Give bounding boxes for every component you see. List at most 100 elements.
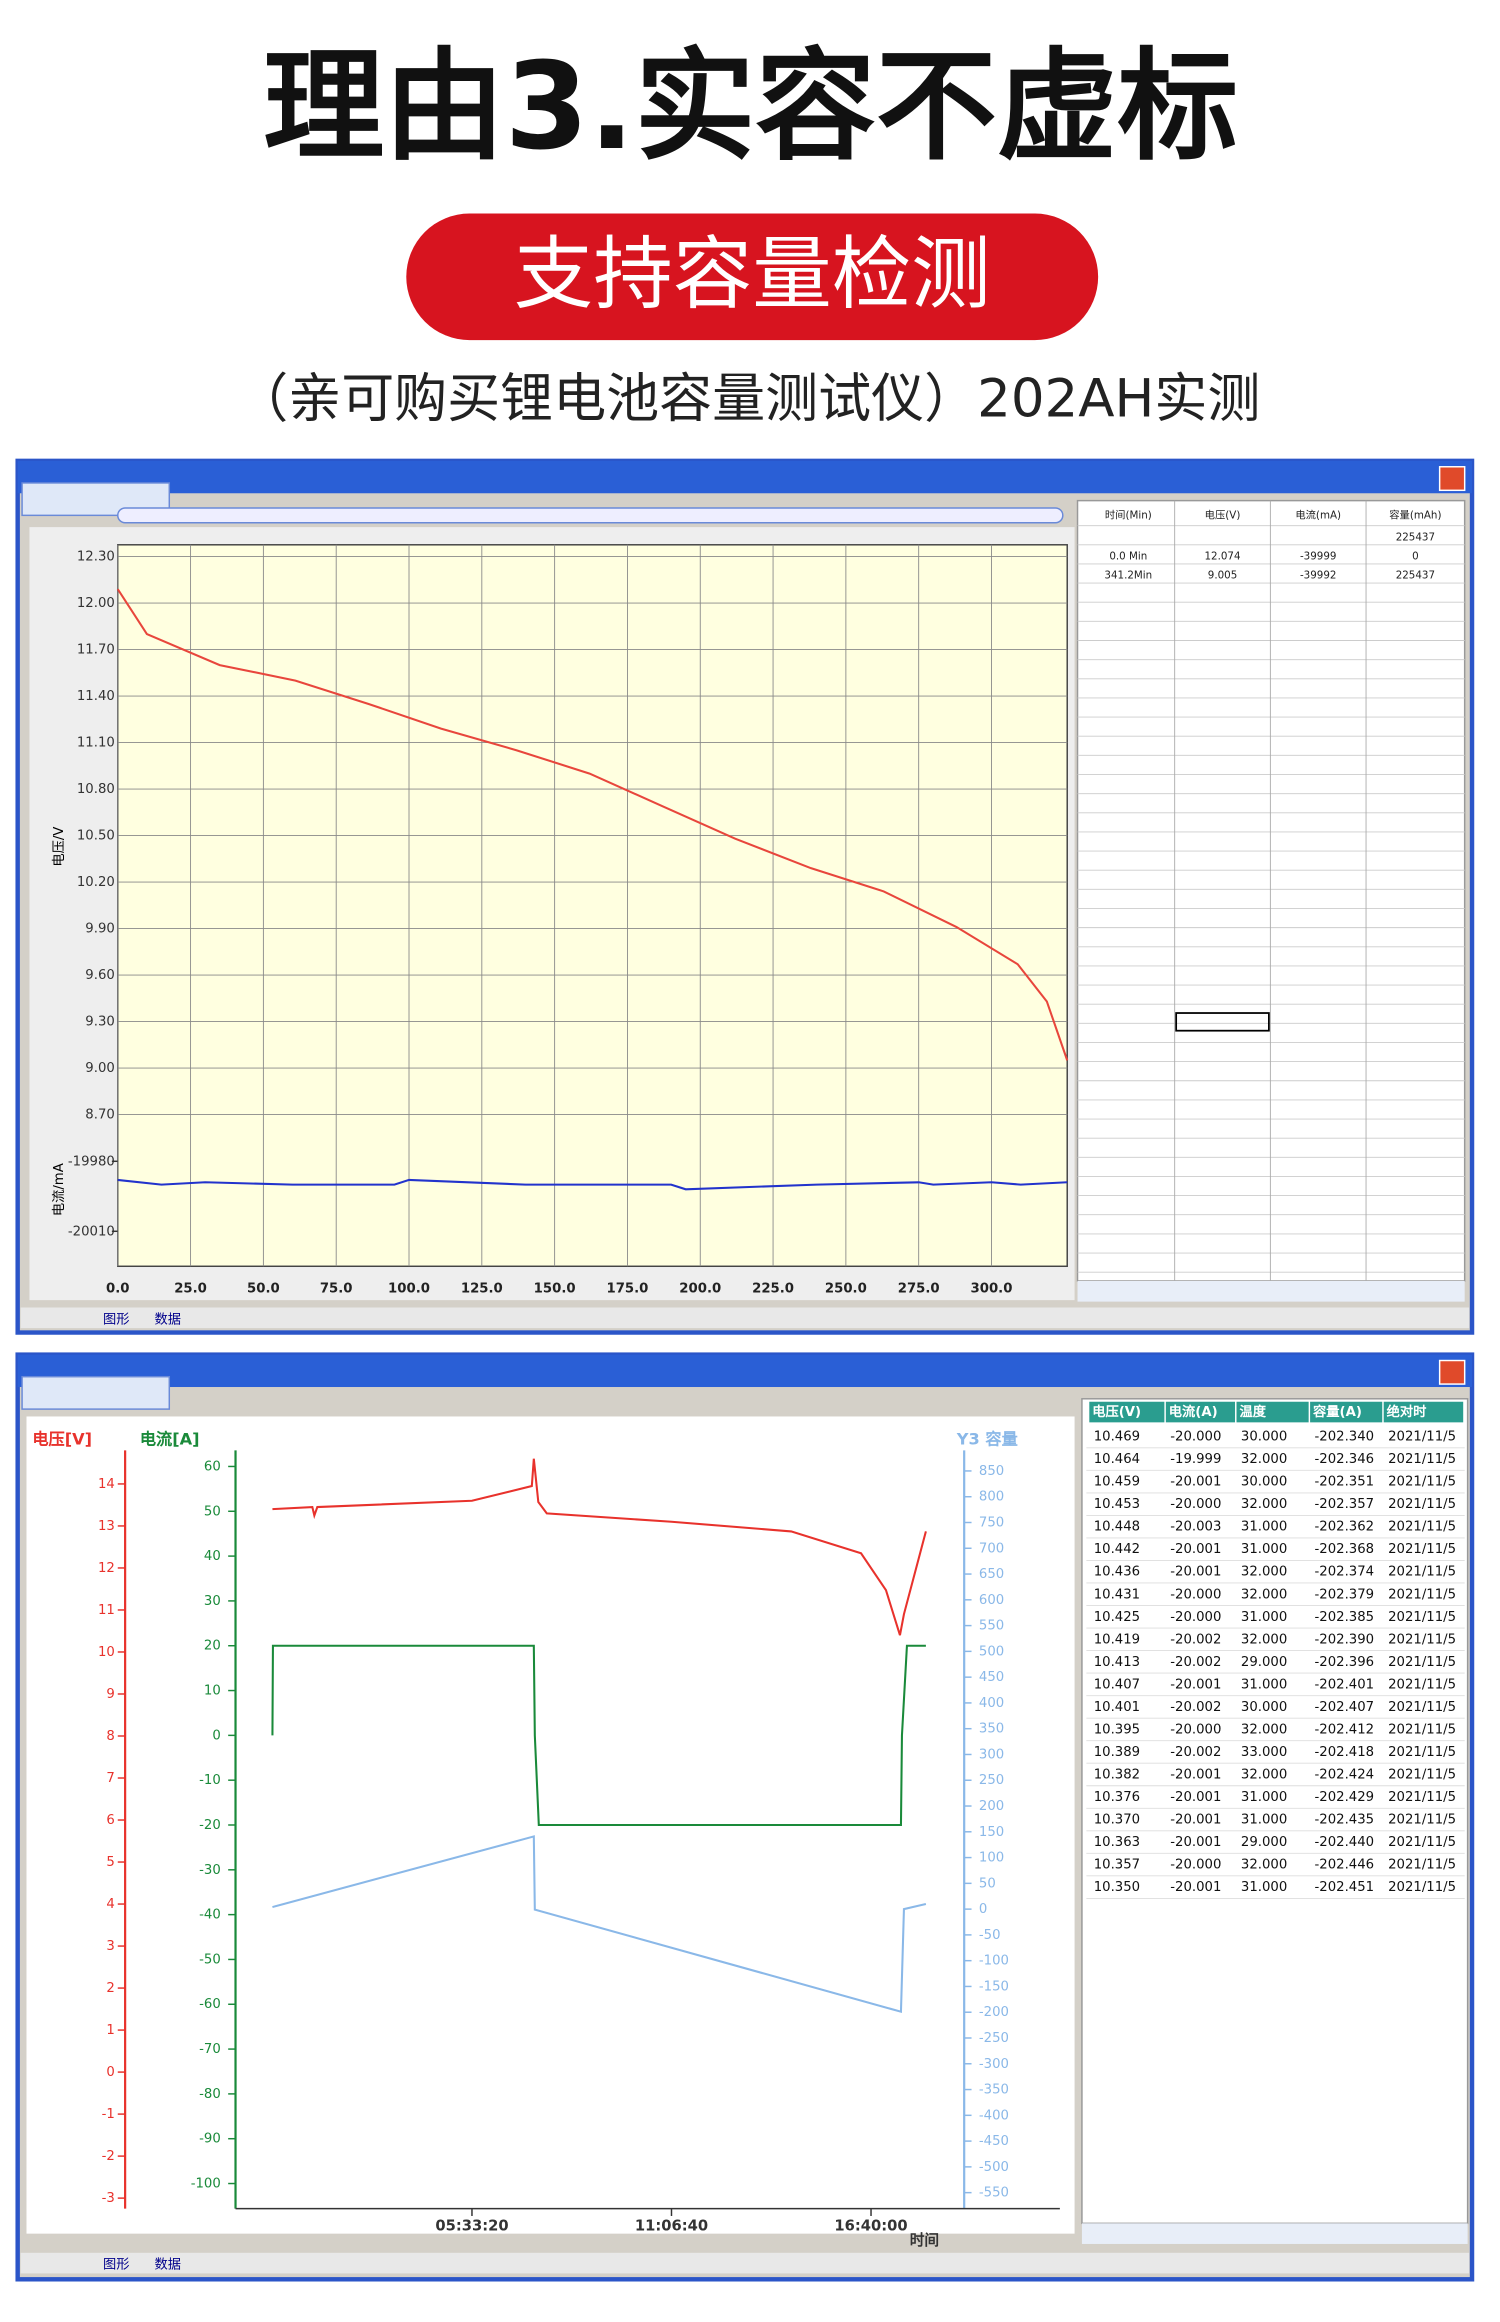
headline: 理由3.实容不虚标 <box>263 37 1238 177</box>
table-cell: -20.000 <box>1170 1497 1221 1512</box>
column-header: 电流(mA) <box>1295 508 1341 521</box>
y-tick-label: 650 <box>979 1567 1004 1582</box>
y-tick-label: 12.30 <box>77 550 115 565</box>
y-tick-label: 9.00 <box>85 1061 115 1076</box>
table-cell: -202.346 <box>1315 1452 1375 1467</box>
y-tick-label: 0 <box>106 2065 114 2080</box>
y-tick-label: 6 <box>106 1813 114 1828</box>
table-cell: 2021/11/5 <box>1388 1610 1456 1625</box>
table-cell: -20.003 <box>1170 1520 1221 1535</box>
h-scrollbar[interactable] <box>1077 1281 1465 1302</box>
x-tick-label: 16:40:00 <box>834 2217 907 2234</box>
y-tick-label: -150 <box>979 1979 1009 1994</box>
table-cell: -20.002 <box>1170 1632 1221 1647</box>
x-tick-label: 150.0 <box>534 1281 576 1296</box>
y-tick-label: 400 <box>979 1696 1004 1711</box>
toolbar[interactable] <box>21 1375 171 1410</box>
y-tick-label: 10.80 <box>77 782 115 797</box>
y-tick-label: 4 <box>106 1897 114 1912</box>
table-cell: 31.000 <box>1241 1880 1287 1895</box>
x-tick-label: 300.0 <box>971 1281 1013 1296</box>
table-cell: 2021/11/5 <box>1388 1677 1456 1692</box>
data-grid <box>1076 499 1466 1282</box>
table-cell: 9.005 <box>1208 570 1237 582</box>
table-cell: 10.357 <box>1094 1858 1140 1873</box>
data-line <box>272 1458 927 1636</box>
x-tick-label: 25.0 <box>174 1281 207 1296</box>
table-cell: 32.000 <box>1241 1565 1287 1580</box>
close-button[interactable] <box>1438 466 1466 492</box>
close-button[interactable] <box>1438 1359 1466 1385</box>
tab-strip <box>20 2252 1470 2274</box>
table-cell: 31.000 <box>1241 1813 1287 1828</box>
y-tick-label: -50 <box>199 1952 221 1967</box>
data-line <box>271 1644 926 1827</box>
tab[interactable]: 图形 <box>103 1311 130 1327</box>
y-tick-label: 60 <box>204 1459 221 1474</box>
table-cell: 10.376 <box>1094 1790 1140 1805</box>
table-cell: 10.363 <box>1094 1835 1140 1850</box>
y-tick-label: 40 <box>204 1549 221 1564</box>
h-scrollbar[interactable] <box>1081 2223 1468 2244</box>
tab[interactable]: 数据 <box>155 1311 182 1327</box>
table-cell: 2021/11/5 <box>1388 1700 1456 1715</box>
table-cell: 12.074 <box>1205 551 1241 563</box>
y-tick-label: -20010 <box>68 1224 115 1239</box>
y-tick-label: 450 <box>979 1670 1004 1685</box>
y-tick-label: 8.70 <box>85 1108 115 1123</box>
y-tick-label: 2 <box>106 1981 114 1996</box>
y-tick-label: -10 <box>199 1773 221 1788</box>
table-cell: -202.424 <box>1315 1767 1375 1782</box>
table-cell: 2021/11/5 <box>1388 1475 1456 1490</box>
table-cell: -20.001 <box>1170 1677 1221 1692</box>
y-tick-label: 750 <box>979 1515 1004 1530</box>
y-tick-label: -2 <box>102 2149 115 2164</box>
table-cell: 2021/11/5 <box>1388 1430 1456 1445</box>
tab[interactable]: 图形 <box>103 2257 130 2273</box>
table-cell: 225437 <box>1396 570 1435 582</box>
table-cell: -202.401 <box>1315 1677 1375 1692</box>
column-header: 容量(mAh) <box>1389 508 1441 521</box>
table-cell: 32.000 <box>1241 1587 1287 1602</box>
y-tick-label: -40 <box>199 1908 221 1923</box>
table-cell: 32.000 <box>1241 1767 1287 1782</box>
table-cell: 2021/11/5 <box>1388 1745 1456 1760</box>
y-tick-label: -500 <box>979 2160 1009 2175</box>
data-line <box>116 588 1069 1061</box>
table-cell: -202.446 <box>1315 1858 1375 1873</box>
x-tick-label: 200.0 <box>679 1281 721 1296</box>
table-cell: 30.000 <box>1241 1475 1287 1490</box>
column-header: 时间(Min) <box>1105 508 1152 521</box>
selected-cell <box>1175 1012 1270 1032</box>
table-cell: 30.000 <box>1241 1700 1287 1715</box>
y-tick-label: 7 <box>106 1771 114 1786</box>
y-tick-label: -70 <box>199 2042 221 2057</box>
table-cell: 29.000 <box>1241 1835 1287 1850</box>
y-tick-label: -3 <box>102 2191 115 2206</box>
table-cell: -20.000 <box>1170 1722 1221 1737</box>
y-tick-label: 850 <box>979 1464 1004 1479</box>
y-tick-label: 11 <box>98 1603 115 1618</box>
table-cell: -20.001 <box>1170 1813 1221 1828</box>
tab[interactable]: 数据 <box>155 2257 182 2273</box>
table-cell: -20.001 <box>1170 1767 1221 1782</box>
badge <box>406 213 1099 341</box>
axis-title: 电压/V <box>51 827 67 867</box>
y-tick-label: 50 <box>979 1876 996 1891</box>
y-tick-label: -1 <box>102 2107 115 2122</box>
table-cell: 10.436 <box>1094 1565 1140 1580</box>
table-cell: -20.002 <box>1170 1745 1221 1760</box>
y-tick-label: -550 <box>979 2186 1009 2201</box>
y-tick-label: 150 <box>979 1825 1004 1840</box>
y-tick-label: 11.70 <box>77 643 115 658</box>
y-tick-label: -200 <box>979 2005 1009 2020</box>
y-tick-label: 14 <box>98 1477 115 1492</box>
x-tick-label: 11:06:40 <box>635 2217 708 2234</box>
y-tick-label: -20 <box>199 1818 221 1833</box>
y-tick-label: -100 <box>191 2177 221 2192</box>
y-tick-label: -300 <box>979 2057 1009 2072</box>
table-cell: 32.000 <box>1241 1722 1287 1737</box>
header-cell <box>1310 1401 1383 1423</box>
table-cell: 2021/11/5 <box>1388 1722 1456 1737</box>
x-tick-label: 50.0 <box>247 1281 280 1296</box>
